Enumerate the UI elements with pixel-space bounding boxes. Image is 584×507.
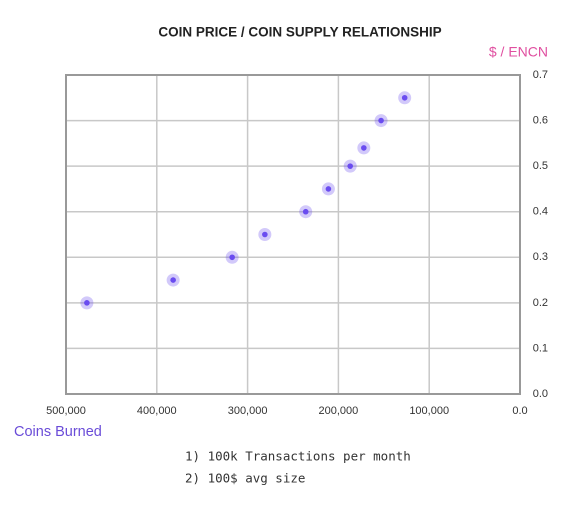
plot-frame — [65, 74, 521, 395]
point — [302, 208, 309, 215]
point — [262, 231, 268, 238]
point — [325, 186, 332, 192]
x-tick-label: 400,000 — [137, 405, 177, 417]
point — [378, 117, 384, 124]
y-tick-label: 0.2 — [533, 297, 548, 309]
point — [229, 254, 235, 261]
y-tick-label: 0.6 — [533, 114, 548, 126]
x-tick-label: 0.0 — [512, 405, 527, 417]
point — [347, 163, 354, 169]
chart-title: COIN PRICE / COIN SUPPLY RELATIONSHIP — [158, 25, 441, 40]
y-tick-label: 0.0 — [533, 388, 548, 400]
x-axis-label: Coins Burned — [14, 424, 102, 440]
point — [170, 277, 176, 283]
x-tick-label: 300,000 — [228, 405, 268, 417]
point — [361, 145, 367, 151]
y-tick-label: 0.5 — [533, 160, 548, 172]
y-tick-label: 0.1 — [533, 342, 548, 354]
note: 1) 100k Transactions per month — [185, 449, 411, 464]
point — [84, 300, 90, 306]
y-tick-label: 0.4 — [533, 206, 548, 218]
x-tick-label: 500,000 — [46, 405, 86, 417]
point — [401, 94, 408, 101]
y-axis-label: $ / ENCN — [489, 44, 548, 60]
note: 2) 100$ avg size — [185, 471, 305, 486]
x-tick-label: 100,000 — [409, 405, 449, 417]
x-tick-label: 200,000 — [319, 405, 359, 417]
y-tick-label: 0.7 — [533, 69, 548, 81]
y-tick-label: 0.3 — [533, 251, 548, 263]
